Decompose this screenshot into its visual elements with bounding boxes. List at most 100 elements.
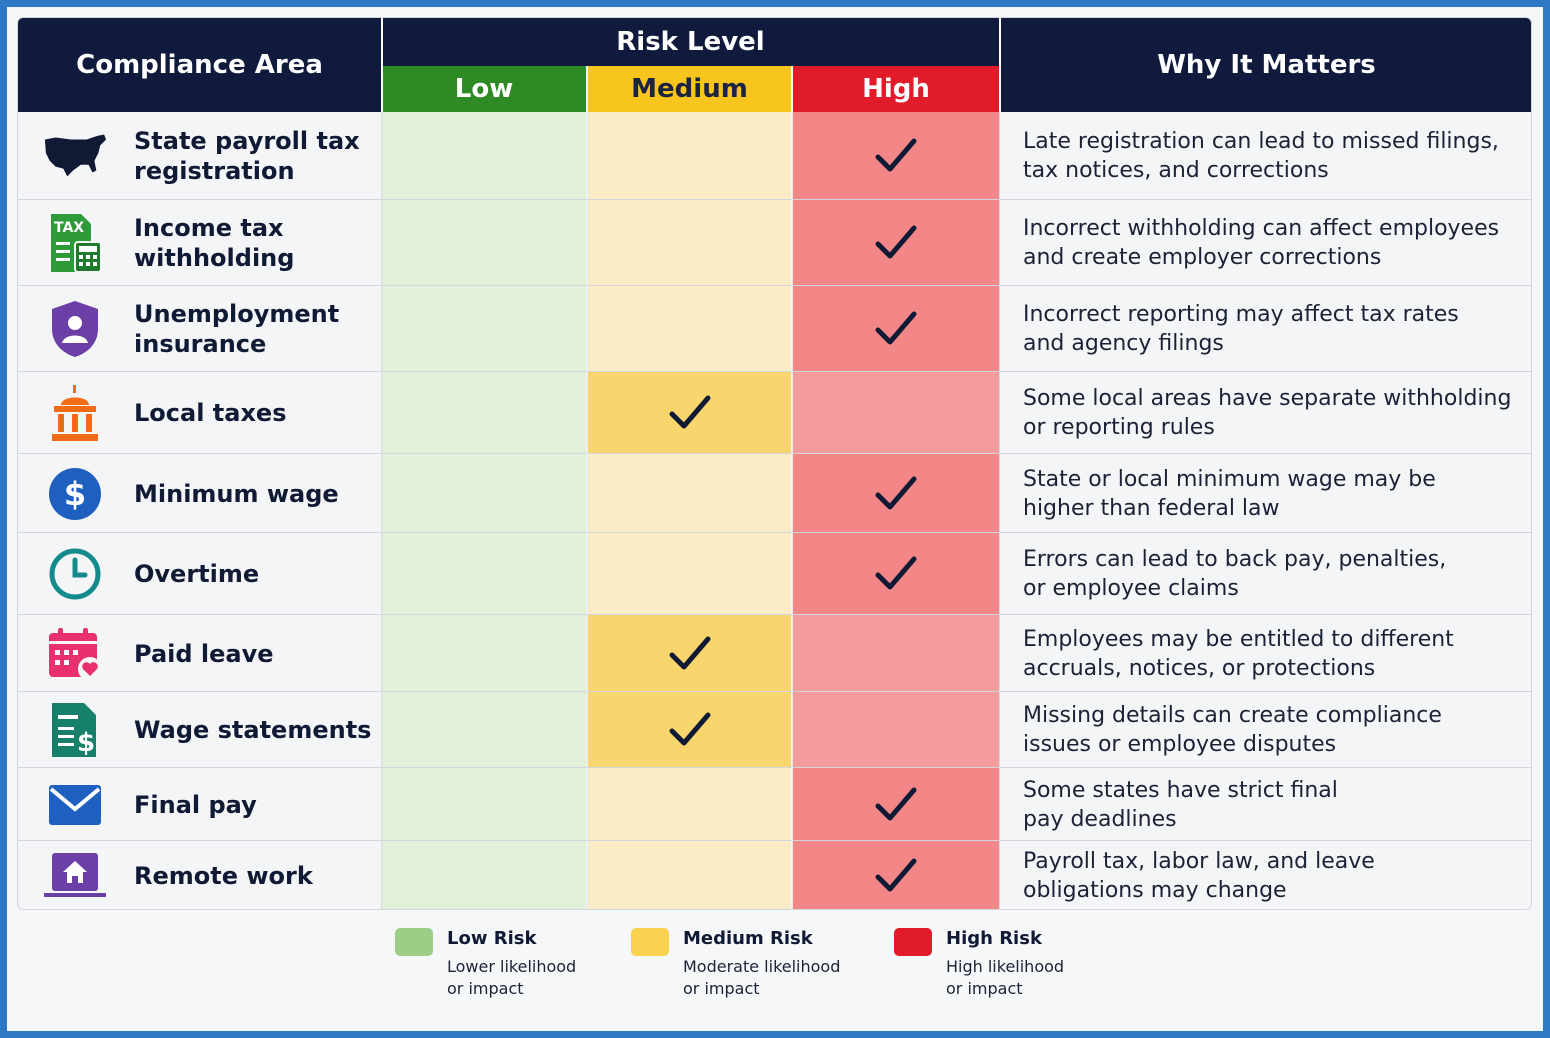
us-map-icon	[42, 126, 108, 186]
table-row: TAX Income tax withholding Incorrect withho…	[18, 200, 1531, 286]
legend-description-line: High likelihood	[946, 957, 1065, 976]
pay-statement-icon: $	[42, 700, 108, 760]
why-it-matters-text: Some local areas have separate withholdi…	[1023, 384, 1523, 442]
why-line-2: accruals, notices, or protections	[1023, 655, 1376, 681]
why-it-matters-text: Incorrect withholding can affect employe…	[1023, 214, 1523, 272]
why-column	[1000, 112, 1531, 909]
row-divider	[18, 614, 1531, 615]
area-line-1: Minimum wage	[134, 479, 339, 508]
column-divider	[792, 112, 793, 909]
high-risk-cell	[793, 112, 999, 199]
why-line-2: or employee claims	[1023, 576, 1239, 601]
why-line-2: obligations may change	[1023, 878, 1287, 903]
header-level-medium: Medium	[588, 66, 791, 112]
area-line-1: Wage statements	[134, 716, 372, 744]
checkmark-icon	[875, 556, 917, 590]
why-line-1: Incorrect withholding can affect employe…	[1023, 216, 1500, 241]
why-line-1: State or local minimum wage may be	[1023, 466, 1436, 492]
compliance-area-label: Final pay	[134, 790, 374, 820]
header-why-it-matters: Why It Matters	[1000, 18, 1531, 112]
legend-description: Moderate likelihood or impact	[683, 956, 853, 1000]
legend-description: Lower likelihood or impact	[447, 956, 617, 1000]
high-risk-cell	[793, 200, 999, 285]
header-level-low: Low	[382, 66, 586, 112]
area-line-1: Local taxes	[134, 399, 287, 427]
svg-text:$: $	[77, 728, 95, 758]
why-it-matters-text: Employees may be entitled to different ac…	[1023, 625, 1523, 683]
medium-risk-cell	[588, 615, 791, 691]
column-divider	[999, 112, 1000, 909]
area-line-1: Paid leave	[134, 639, 274, 668]
why-it-matters-text: Incorrect reporting may affect tax rates…	[1023, 300, 1523, 358]
legend-description-line: Moderate likelihood	[683, 957, 841, 976]
area-line-1: Overtime	[134, 560, 260, 588]
medium-risk-cell	[588, 372, 791, 453]
table-row: $ Minimum wage State or local minimum wage…	[18, 454, 1531, 533]
area-line-1: Income tax	[134, 214, 284, 242]
checkmark-icon	[875, 311, 917, 345]
checkmark-icon	[875, 476, 917, 509]
legend-swatch	[894, 928, 932, 956]
risk-table: State payroll tax registration Late regist…	[17, 17, 1532, 910]
why-line-1: Incorrect reporting may affect tax rates	[1023, 302, 1459, 327]
why-line-2: and create employer corrections	[1023, 245, 1382, 270]
checkmark-icon	[875, 787, 917, 820]
medium-risk-cell	[588, 692, 791, 767]
column-divider	[381, 112, 382, 909]
why-it-matters-text: Late registration can lead to missed fil…	[1023, 127, 1523, 185]
row-divider	[18, 285, 1531, 286]
why-line-2: tax notices, and corrections	[1023, 158, 1329, 183]
row-divider	[18, 840, 1531, 841]
shield-person-icon	[42, 299, 108, 359]
area-line-1: Unemployment	[134, 300, 340, 328]
tax-text: TAX	[54, 220, 84, 236]
compliance-area-label: State payroll tax registration	[134, 126, 374, 186]
svg-text:$: $	[64, 475, 86, 513]
why-line-2: or reporting rules	[1023, 415, 1215, 440]
checkmark-icon	[669, 636, 710, 669]
compliance-area-label: Remote work	[134, 861, 374, 891]
why-line-1: Payroll tax, labor law, and leave	[1023, 849, 1375, 874]
row-divider	[18, 371, 1531, 372]
compliance-area-label: Minimum wage	[134, 479, 374, 509]
legend-title: High Risk	[946, 928, 1042, 949]
area-line-2: registration	[134, 157, 295, 185]
legend-title: Medium Risk	[683, 928, 813, 949]
why-it-matters-text: Payroll tax, labor law, and leave obligat…	[1023, 847, 1523, 905]
area-line-2: withholding	[134, 244, 295, 272]
table-row: Remote work Payroll tax, labor law, and l…	[18, 841, 1531, 909]
row-divider	[18, 691, 1531, 692]
high-risk-cell	[793, 841, 999, 909]
area-line-1: Remote work	[134, 862, 313, 890]
why-line-1: Some local areas have separate withholdi…	[1023, 386, 1512, 411]
header-risk-level: Risk Level	[382, 18, 999, 66]
why-line-2: and agency filings	[1023, 331, 1224, 356]
row-divider	[18, 453, 1531, 454]
header-divider	[999, 18, 1001, 112]
header-compliance-area: Compliance Area	[18, 18, 381, 112]
table-row: Local taxes Some local areas have separat…	[18, 372, 1531, 454]
legend-description: High likelihood or impact	[946, 956, 1116, 1000]
why-line-1: Missing details can create compliance	[1023, 703, 1442, 728]
area-line-2: insurance	[134, 330, 267, 358]
tax-document-icon: TAX	[42, 213, 108, 273]
government-building-icon	[42, 383, 108, 443]
area-line-1: Final pay	[134, 790, 257, 819]
row-divider	[18, 767, 1531, 768]
compliance-area-label: Local taxes	[134, 398, 374, 428]
why-line-2: issues or employee disputes	[1023, 732, 1337, 757]
legend-description-line: Lower likelihood	[447, 957, 577, 976]
high-risk-cell	[793, 768, 999, 840]
checkmark-icon	[669, 712, 710, 746]
row-divider	[18, 532, 1531, 533]
table-row: Overtime Errors can lead to back pay, pen…	[18, 533, 1531, 615]
table-row: Unemployment insurance Incorrect reporting…	[18, 286, 1531, 372]
why-it-matters-text: Missing details can create compliance iss…	[1023, 701, 1523, 759]
why-line-1: Employees may be entitled to different	[1023, 626, 1454, 652]
clock-icon	[42, 544, 108, 604]
why-line-1: Errors can lead to back pay, penalties,	[1023, 547, 1447, 572]
legend-swatch	[631, 928, 669, 956]
legend-description-line: or impact	[946, 979, 1023, 998]
area-line-1: State payroll tax	[134, 127, 360, 155]
checkmark-icon	[875, 138, 917, 172]
